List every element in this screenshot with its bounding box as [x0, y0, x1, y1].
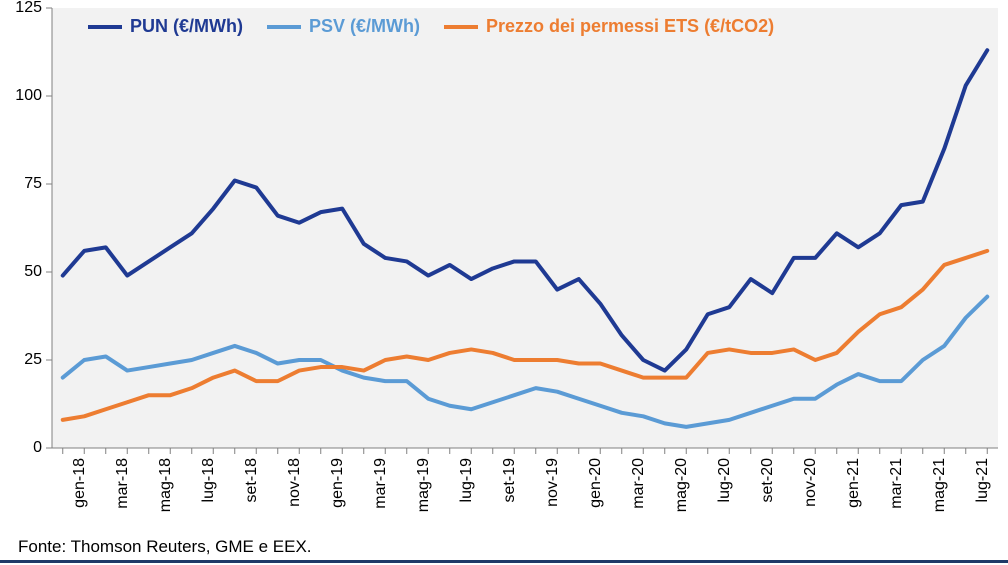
x-tick-label: set-18 — [243, 458, 261, 558]
x-tick-label: mar-21 — [888, 458, 906, 558]
legend-swatch — [267, 25, 301, 29]
y-tick-label: 50 — [24, 263, 42, 281]
legend-swatch — [88, 25, 122, 29]
legend-item: PSV (€/MWh) — [267, 16, 420, 37]
y-tick-label: 100 — [15, 87, 42, 105]
bottom-rule — [0, 560, 1008, 563]
legend-label: PUN (€/MWh) — [130, 16, 243, 37]
x-tick-label: mar-19 — [372, 458, 390, 558]
legend-item: PUN (€/MWh) — [88, 16, 243, 37]
x-tick-label: nov-18 — [286, 458, 304, 558]
legend-label: Prezzo dei permessi ETS (€/tCO2) — [486, 16, 774, 37]
legend-label: PSV (€/MWh) — [309, 16, 420, 37]
x-tick-label: set-19 — [501, 458, 519, 558]
x-tick-label: nov-20 — [802, 458, 820, 558]
x-tick-label: gen-21 — [845, 458, 863, 558]
x-tick-label: set-20 — [759, 458, 777, 558]
legend-item: Prezzo dei permessi ETS (€/tCO2) — [444, 16, 774, 37]
x-tick-label: lug-19 — [458, 458, 476, 558]
y-tick-label: 25 — [24, 351, 42, 369]
x-tick-label: mag-18 — [157, 458, 175, 558]
x-tick-label: nov-19 — [544, 458, 562, 558]
legend: PUN (€/MWh) PSV (€/MWh) Prezzo dei permess… — [88, 16, 774, 37]
x-tick-label: mag-19 — [415, 458, 433, 558]
x-tick-label: gen-20 — [587, 458, 605, 558]
x-tick-label: lug-21 — [974, 458, 992, 558]
y-tick-label: 75 — [24, 175, 42, 193]
y-tick-label: 125 — [15, 0, 42, 17]
x-tick-label: mag-20 — [673, 458, 691, 558]
legend-swatch — [444, 25, 478, 29]
x-tick-label: lug-18 — [200, 458, 218, 558]
x-tick-label: mar-20 — [630, 458, 648, 558]
x-tick-label: gen-18 — [71, 458, 89, 558]
y-tick-label: 0 — [33, 439, 42, 457]
x-tick-label: lug-20 — [716, 458, 734, 558]
x-tick-label: mag-21 — [931, 458, 949, 558]
x-tick-label: mar-18 — [114, 458, 132, 558]
energy-price-chart: PUN (€/MWh) PSV (€/MWh) Prezzo dei permess… — [0, 0, 1008, 565]
x-tick-label: gen-19 — [329, 458, 347, 558]
